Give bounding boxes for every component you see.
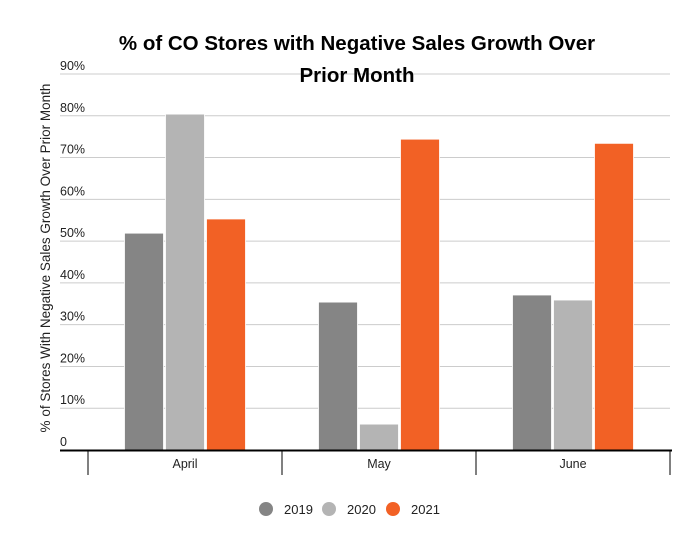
y-tick-label: 30% xyxy=(60,310,85,324)
legend: 2019 2020 2021 xyxy=(259,502,440,517)
legend-item-2021: 2021 xyxy=(386,502,440,517)
bar-may-2020 xyxy=(359,423,399,451)
legend-item-2020: 2020 xyxy=(322,502,376,517)
x-axis: April May June xyxy=(60,449,672,475)
legend-label: 2021 xyxy=(411,502,440,517)
bar-april-2019 xyxy=(124,232,164,451)
y-tick-label: 70% xyxy=(60,143,85,157)
y-tick-label: 10% xyxy=(60,393,85,407)
x-tick-label: April xyxy=(172,457,197,471)
y-tick-label: 80% xyxy=(60,101,85,115)
y-tick-label: 60% xyxy=(60,184,85,198)
y-tick-label: 50% xyxy=(60,226,85,240)
y-tick-label: 0 xyxy=(60,435,67,449)
bar-may-2021 xyxy=(400,138,440,451)
x-tick-label: May xyxy=(367,457,391,471)
bar-june-2021 xyxy=(594,142,634,451)
bar-june-2020 xyxy=(553,299,593,451)
bar-june-2019 xyxy=(512,294,552,451)
legend-swatch xyxy=(259,502,273,516)
y-tick-label: 90% xyxy=(60,59,85,73)
bar-april-2020 xyxy=(165,113,205,451)
chart-title-line-2: Prior Month xyxy=(299,64,414,87)
bar-may-2019 xyxy=(318,301,358,451)
legend-item-2019: 2019 xyxy=(259,502,313,517)
y-axis-label: % of Stores With Negative Sales Growth O… xyxy=(38,84,53,433)
chart-title-line-1: % of CO Stores with Negative Sales Growt… xyxy=(119,32,595,55)
bars xyxy=(124,113,634,451)
legend-label: 2020 xyxy=(347,502,376,517)
legend-label: 2019 xyxy=(284,502,313,517)
legend-swatch xyxy=(386,502,400,516)
y-tick-label: 20% xyxy=(60,351,85,365)
bar-april-2021 xyxy=(206,218,246,451)
y-tick-labels: 0 10% 20% 30% 40% 50% 60% 70% 80% 90% xyxy=(60,59,85,449)
x-tick-label: June xyxy=(559,457,586,471)
y-tick-label: 40% xyxy=(60,268,85,282)
legend-swatch xyxy=(322,502,336,516)
